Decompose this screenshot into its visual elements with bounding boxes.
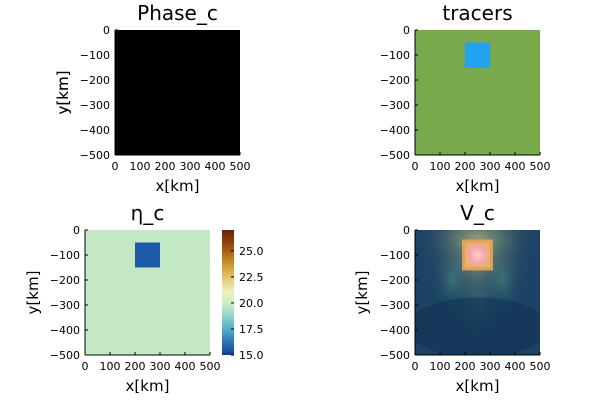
y-tick-label: −400 xyxy=(380,324,410,337)
y-tick-label: −100 xyxy=(380,249,410,262)
y-tick-label: −300 xyxy=(380,99,410,112)
y-tick-label: −500 xyxy=(50,349,80,362)
y-tick-label: −300 xyxy=(50,299,80,312)
x-tick-label: 500 xyxy=(230,160,251,173)
y-tick-label: 0 xyxy=(73,224,80,237)
colorbar-gradient xyxy=(222,230,234,355)
y-tick-label: −300 xyxy=(380,299,410,312)
y-tick-label: 0 xyxy=(103,24,110,37)
x-tick-label: 100 xyxy=(430,360,451,373)
x-tick-label: 200 xyxy=(125,360,146,373)
colorbar: 15.0 17.5 20.0 22.5 25.0 xyxy=(222,230,264,362)
inclusion-block xyxy=(465,42,490,68)
colorbar-tick-label: 17.5 xyxy=(239,323,264,336)
y-tick-label: −300 xyxy=(80,99,110,112)
y-tick-label: 0 xyxy=(403,24,410,37)
x-tick-label: 200 xyxy=(455,160,476,173)
x-tick-label: 0 xyxy=(412,360,419,373)
x-tick-label: 0 xyxy=(112,160,119,173)
y-axis-label: y[km] xyxy=(54,71,72,115)
y-tick-label: −100 xyxy=(50,249,80,262)
velocity-field xyxy=(415,230,540,355)
heatmap-field xyxy=(115,30,240,155)
x-tick-label: 300 xyxy=(150,360,171,373)
x-tick-label: 100 xyxy=(100,360,121,373)
y-axis-label: y[km] xyxy=(353,271,371,315)
y-tick-label: −200 xyxy=(50,274,80,287)
inclusion-block xyxy=(135,242,160,268)
x-tick-label: 300 xyxy=(480,360,501,373)
y-tick-label: −100 xyxy=(80,49,110,62)
colorbar-tick-label: 15.0 xyxy=(239,349,264,362)
colorbar-tick-label: 22.5 xyxy=(239,271,264,284)
x-tick-label: 400 xyxy=(205,160,226,173)
panel-4: 0 100 200 300 400 500 0 −100 −200 −300 −400 −500 V_c… xyxy=(353,201,551,395)
x-axis-label: x[km] xyxy=(456,177,500,195)
x-tick-label: 100 xyxy=(430,160,451,173)
colorbar-tick-label: 20.0 xyxy=(239,297,264,310)
panel-title: tracers xyxy=(442,1,512,25)
panel-title: V_c xyxy=(460,201,495,225)
colorbar-tick-label: 25.0 xyxy=(239,245,264,258)
x-tick-label: 500 xyxy=(530,160,551,173)
x-tick-label: 200 xyxy=(155,160,176,173)
x-axis-label: x[km] xyxy=(156,177,200,195)
x-tick-label: 0 xyxy=(82,360,89,373)
x-tick-label: 0 xyxy=(412,160,419,173)
panel-title: η_c xyxy=(131,201,165,225)
x-tick-label: 500 xyxy=(200,360,221,373)
y-tick-label: −500 xyxy=(80,149,110,162)
y-axis-label: y[km] xyxy=(54,71,72,115)
x-axis-label: x[km] xyxy=(126,377,170,395)
y-tick-label: −200 xyxy=(380,74,410,87)
y-tick-label: −500 xyxy=(380,149,410,162)
x-tick-label: 300 xyxy=(480,160,501,173)
panel-3: 0 100 200 300 400 500 0 −100 −200 −300 −400 −500 η_c… xyxy=(24,201,264,395)
x-tick-label: 200 xyxy=(455,360,476,373)
x-axis-label: x[km] xyxy=(456,377,500,395)
y-tick-label: 0 xyxy=(403,224,410,237)
panel-title: Phase_c xyxy=(137,1,218,25)
y-tick-label: −200 xyxy=(80,74,110,87)
y-tick-label: −400 xyxy=(380,124,410,137)
panel-2: 0 100 200 300 400 500 0 −100 −200 −300 −400 −500 tra… xyxy=(54,1,551,195)
x-tick-label: 400 xyxy=(175,360,196,373)
y-tick-label: −400 xyxy=(50,324,80,337)
y-tick-label: −500 xyxy=(380,349,410,362)
y-tick-label: −100 xyxy=(380,49,410,62)
x-tick-label: 400 xyxy=(505,160,526,173)
velocity-bottom-shade xyxy=(415,297,540,355)
x-tick-label: 500 xyxy=(530,360,551,373)
y-axis-label: y[km] xyxy=(24,271,42,315)
panel-1: 0 100 200 300 400 500 0 −100 −200 −300 −400 −500 Pha… xyxy=(54,1,251,195)
x-tick-label: 400 xyxy=(505,360,526,373)
y-tick-label: −400 xyxy=(80,124,110,137)
y-tick-label: −200 xyxy=(380,274,410,287)
x-tick-label: 300 xyxy=(180,160,201,173)
x-tick-label: 100 xyxy=(130,160,151,173)
velocity-inclusion xyxy=(465,242,490,268)
